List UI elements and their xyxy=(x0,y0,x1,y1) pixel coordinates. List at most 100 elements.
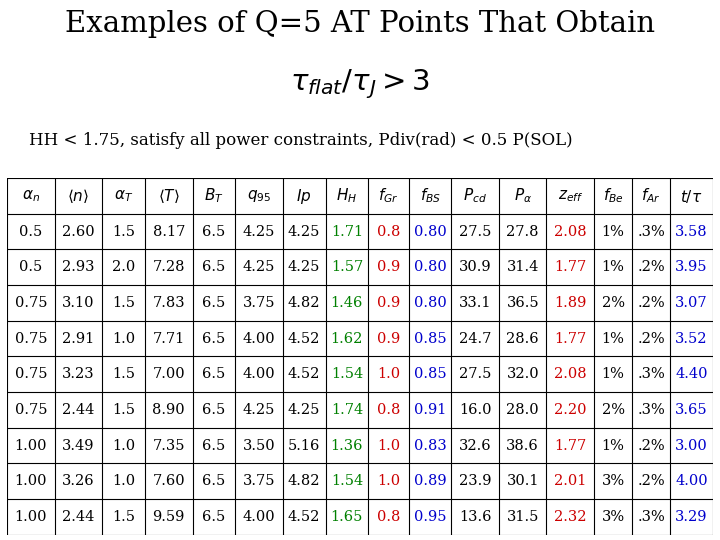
Text: 0.80: 0.80 xyxy=(414,296,446,310)
Text: .3%: .3% xyxy=(637,403,665,417)
Text: 2.44: 2.44 xyxy=(63,510,94,524)
Text: 1.77: 1.77 xyxy=(554,332,586,346)
Text: $t/\tau$: $t/\tau$ xyxy=(680,187,703,205)
Text: .2%: .2% xyxy=(637,296,665,310)
Text: 31.4: 31.4 xyxy=(507,260,539,274)
Text: 0.5: 0.5 xyxy=(19,225,42,239)
Text: 6.5: 6.5 xyxy=(202,225,225,239)
Text: 3.23: 3.23 xyxy=(62,367,95,381)
Text: 3%: 3% xyxy=(601,474,624,488)
Text: 3.00: 3.00 xyxy=(675,438,708,453)
Text: 27.8: 27.8 xyxy=(506,225,539,239)
Text: 2.93: 2.93 xyxy=(62,260,95,274)
Text: 1.89: 1.89 xyxy=(554,296,587,310)
Text: 1.57: 1.57 xyxy=(330,260,363,274)
Text: 3.65: 3.65 xyxy=(675,403,708,417)
Text: 1%: 1% xyxy=(602,438,624,453)
Text: 3.95: 3.95 xyxy=(675,260,708,274)
Text: 0.8: 0.8 xyxy=(377,510,400,524)
Text: 8.90: 8.90 xyxy=(153,403,185,417)
Text: 4.52: 4.52 xyxy=(288,367,320,381)
Text: .3%: .3% xyxy=(637,510,665,524)
Text: 7.35: 7.35 xyxy=(153,438,185,453)
Text: 6.5: 6.5 xyxy=(202,510,225,524)
Text: 4.00: 4.00 xyxy=(675,474,708,488)
Text: 6.5: 6.5 xyxy=(202,332,225,346)
Text: 0.91: 0.91 xyxy=(414,403,446,417)
Text: $B_T$: $B_T$ xyxy=(204,187,224,205)
Text: $f_{Ar}$: $f_{Ar}$ xyxy=(642,187,661,205)
Text: 27.5: 27.5 xyxy=(459,367,492,381)
Text: 1.65: 1.65 xyxy=(330,510,363,524)
Text: 0.8: 0.8 xyxy=(377,225,400,239)
Text: 6.5: 6.5 xyxy=(202,474,225,488)
Text: 3.10: 3.10 xyxy=(62,296,95,310)
Text: 0.89: 0.89 xyxy=(414,474,446,488)
Text: 2.32: 2.32 xyxy=(554,510,587,524)
Text: 13.6: 13.6 xyxy=(459,510,492,524)
Text: 1.74: 1.74 xyxy=(330,403,363,417)
Text: .2%: .2% xyxy=(637,438,665,453)
Text: 1.0: 1.0 xyxy=(377,367,400,381)
Text: 1.5: 1.5 xyxy=(112,296,135,310)
Text: .2%: .2% xyxy=(637,474,665,488)
Text: 30.1: 30.1 xyxy=(506,474,539,488)
Text: 4.40: 4.40 xyxy=(675,367,708,381)
Text: 1%: 1% xyxy=(602,332,624,346)
Text: 2.0: 2.0 xyxy=(112,260,135,274)
Text: 30.9: 30.9 xyxy=(459,260,492,274)
Text: 3.75: 3.75 xyxy=(243,296,275,310)
Text: 0.85: 0.85 xyxy=(414,367,446,381)
Text: 2.08: 2.08 xyxy=(554,367,587,381)
Text: 4.52: 4.52 xyxy=(288,510,320,524)
Text: 1%: 1% xyxy=(602,367,624,381)
Text: 2.91: 2.91 xyxy=(63,332,94,346)
Text: 4.25: 4.25 xyxy=(288,260,320,274)
Text: 33.1: 33.1 xyxy=(459,296,492,310)
Text: .2%: .2% xyxy=(637,332,665,346)
Text: 1.5: 1.5 xyxy=(112,510,135,524)
Text: $\tau_{flat}/\tau_J > 3$: $\tau_{flat}/\tau_J > 3$ xyxy=(290,68,430,101)
Text: 1.77: 1.77 xyxy=(554,260,586,274)
Text: 6.5: 6.5 xyxy=(202,367,225,381)
Text: 5.16: 5.16 xyxy=(288,438,320,453)
Text: 0.85: 0.85 xyxy=(414,332,446,346)
Text: $P_{\alpha}$: $P_{\alpha}$ xyxy=(513,187,532,205)
Text: 9.59: 9.59 xyxy=(153,510,185,524)
Text: 4.25: 4.25 xyxy=(288,225,320,239)
Text: 4.82: 4.82 xyxy=(288,296,320,310)
Text: 1.5: 1.5 xyxy=(112,403,135,417)
Text: 1.0: 1.0 xyxy=(377,438,400,453)
Text: 1.77: 1.77 xyxy=(554,438,586,453)
Text: 7.00: 7.00 xyxy=(153,367,185,381)
Text: 0.83: 0.83 xyxy=(414,438,446,453)
Text: 3.50: 3.50 xyxy=(243,438,275,453)
Text: 1.00: 1.00 xyxy=(14,474,48,488)
Text: 28.0: 28.0 xyxy=(506,403,539,417)
Text: Examples of Q=5 AT Points That Obtain: Examples of Q=5 AT Points That Obtain xyxy=(65,10,655,38)
Text: 0.75: 0.75 xyxy=(14,296,48,310)
Text: 2.20: 2.20 xyxy=(554,403,587,417)
Text: 1.0: 1.0 xyxy=(377,474,400,488)
Text: 1.0: 1.0 xyxy=(112,474,135,488)
Text: 1.0: 1.0 xyxy=(112,438,135,453)
Text: 4.82: 4.82 xyxy=(288,474,320,488)
Text: 1%: 1% xyxy=(602,260,624,274)
Text: 3.07: 3.07 xyxy=(675,296,708,310)
Text: 0.80: 0.80 xyxy=(414,225,446,239)
Text: 1.71: 1.71 xyxy=(331,225,363,239)
Text: $z_{eff}$: $z_{eff}$ xyxy=(557,188,583,204)
Text: 3.52: 3.52 xyxy=(675,332,708,346)
Text: 0.8: 0.8 xyxy=(377,403,400,417)
Text: $P_{cd}$: $P_{cd}$ xyxy=(463,187,487,205)
Text: 7.28: 7.28 xyxy=(153,260,185,274)
Text: 6.5: 6.5 xyxy=(202,296,225,310)
Text: .3%: .3% xyxy=(637,225,665,239)
Text: 0.9: 0.9 xyxy=(377,296,400,310)
Text: 4.25: 4.25 xyxy=(243,225,275,239)
Text: 2.01: 2.01 xyxy=(554,474,587,488)
Text: 3.26: 3.26 xyxy=(62,474,95,488)
Text: 2.08: 2.08 xyxy=(554,225,587,239)
Text: 4.00: 4.00 xyxy=(243,367,275,381)
Text: .3%: .3% xyxy=(637,367,665,381)
